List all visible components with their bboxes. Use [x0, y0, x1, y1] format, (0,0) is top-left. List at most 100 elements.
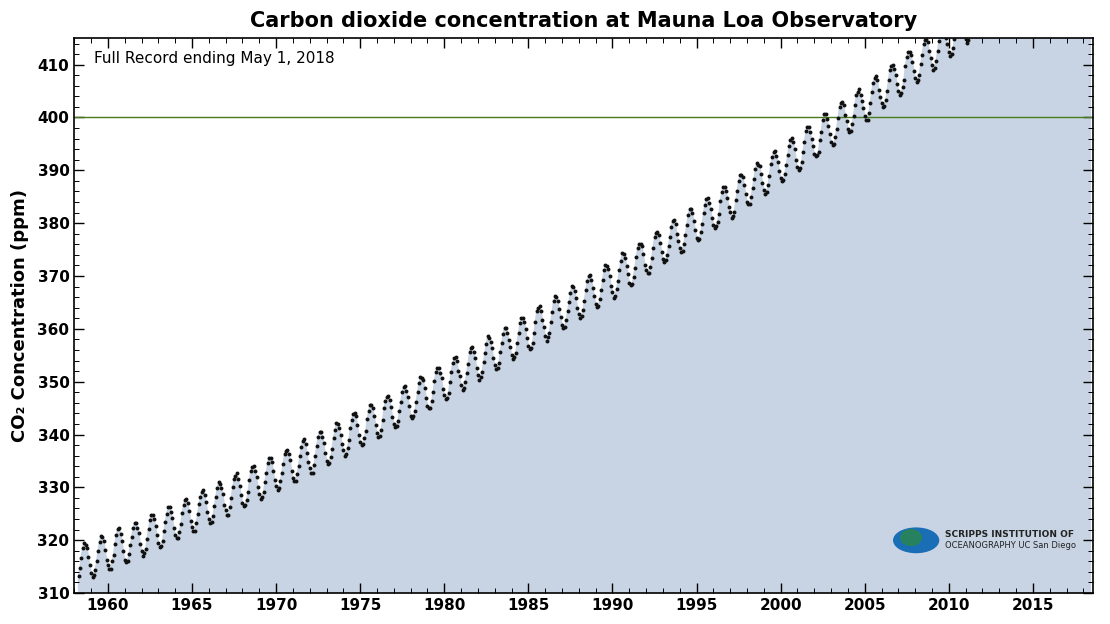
Point — [679, 210, 697, 220]
Point — [313, 432, 331, 442]
Point — [859, 115, 877, 125]
Point — [264, 466, 282, 475]
Point — [312, 427, 330, 437]
Point — [729, 176, 747, 186]
Point — [141, 515, 159, 525]
Title: Carbon dioxide concentration at Mauna Loa Observatory: Carbon dioxide concentration at Mauna Lo… — [250, 11, 918, 31]
Point — [918, 34, 936, 44]
Point — [407, 397, 425, 407]
Point — [354, 439, 372, 449]
Point — [775, 175, 793, 185]
Point — [612, 256, 629, 266]
Point — [892, 88, 910, 98]
Point — [386, 422, 404, 432]
Point — [765, 147, 783, 157]
Point — [452, 380, 470, 390]
Point — [915, 39, 932, 49]
Point — [902, 50, 920, 60]
Point — [866, 72, 884, 82]
Point — [619, 270, 637, 280]
Point — [72, 552, 90, 562]
Point — [296, 439, 314, 449]
Point — [914, 50, 931, 60]
Point — [532, 306, 549, 316]
Point — [647, 228, 665, 238]
Point — [568, 303, 586, 313]
Point — [233, 498, 251, 508]
Point — [882, 61, 900, 71]
Point — [827, 132, 845, 142]
Point — [110, 524, 128, 534]
Point — [457, 368, 475, 378]
Point — [74, 543, 92, 553]
Point — [323, 444, 341, 454]
Point — [743, 192, 760, 202]
Point — [215, 500, 233, 510]
Point — [515, 316, 533, 326]
Point — [350, 430, 367, 440]
Point — [523, 343, 541, 353]
Point — [502, 343, 519, 353]
Point — [498, 328, 516, 338]
Point — [555, 323, 573, 333]
Point — [722, 207, 739, 217]
Point — [610, 265, 628, 275]
Point — [168, 534, 185, 544]
Point — [689, 235, 707, 245]
Point — [931, 26, 949, 36]
Point — [486, 360, 504, 370]
Point — [77, 540, 94, 550]
Point — [561, 297, 578, 307]
Point — [591, 294, 608, 304]
Point — [623, 280, 640, 290]
Point — [558, 306, 576, 316]
Point — [785, 137, 803, 147]
Point — [404, 411, 422, 421]
Point — [85, 570, 103, 580]
Point — [342, 423, 360, 433]
Point — [635, 249, 653, 259]
Point — [262, 453, 280, 463]
Point — [504, 354, 522, 364]
Point — [828, 124, 846, 134]
Point — [263, 457, 281, 467]
Point — [235, 501, 253, 511]
Point — [748, 158, 766, 168]
Point — [702, 203, 719, 213]
Point — [435, 391, 453, 401]
Point — [920, 46, 938, 56]
Point — [908, 77, 926, 87]
Point — [921, 53, 939, 63]
Point — [359, 414, 376, 424]
Point — [418, 401, 436, 411]
Point — [152, 541, 170, 551]
Point — [406, 406, 424, 416]
Point — [127, 518, 144, 528]
Point — [425, 376, 443, 386]
Point — [445, 353, 463, 363]
Point — [119, 556, 137, 566]
Point — [483, 343, 501, 353]
Point — [797, 127, 815, 137]
Point — [738, 197, 756, 207]
Point — [637, 265, 655, 275]
Point — [171, 527, 189, 537]
Point — [275, 449, 293, 459]
Point — [174, 500, 192, 510]
Point — [213, 483, 231, 493]
Point — [477, 339, 495, 349]
Point — [433, 373, 451, 383]
Point — [578, 276, 596, 286]
Point — [861, 98, 879, 108]
Point — [494, 329, 512, 339]
Point — [753, 168, 770, 178]
Point — [824, 140, 841, 150]
Point — [934, 21, 951, 31]
Point — [413, 373, 431, 383]
Point — [245, 461, 263, 471]
Point — [321, 458, 339, 468]
Point — [242, 466, 260, 475]
Point — [674, 246, 692, 256]
Point — [332, 430, 350, 440]
Point — [801, 127, 819, 137]
